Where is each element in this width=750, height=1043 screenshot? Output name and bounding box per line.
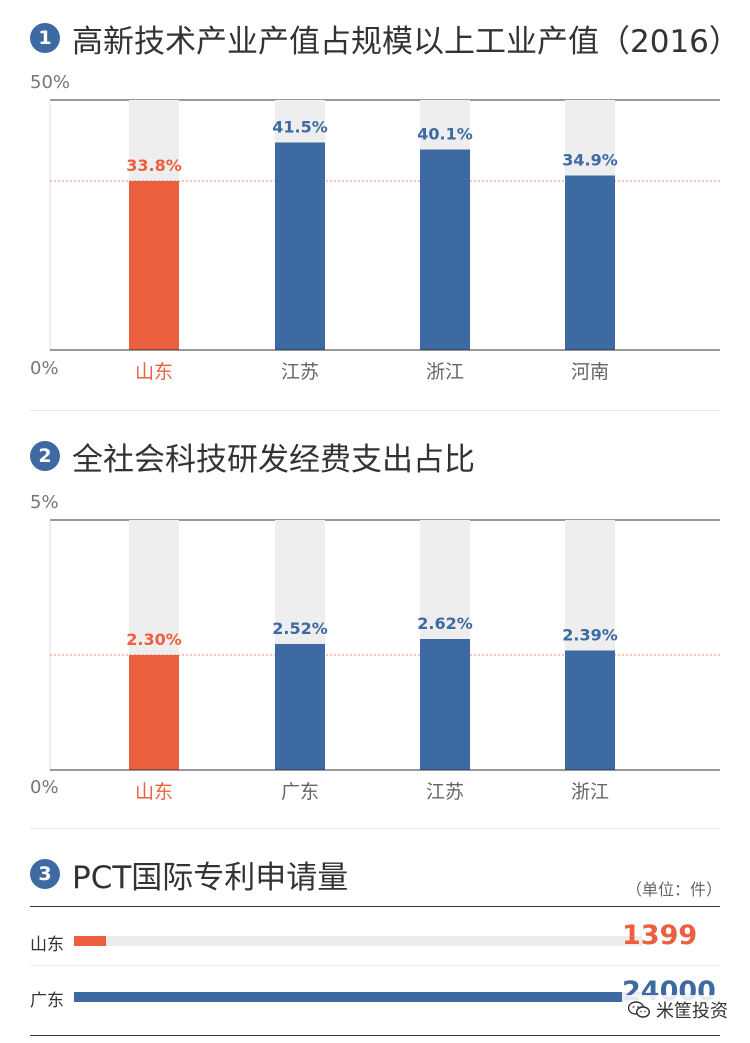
chart-1-header: 1 高新技术产业产值占规模以上工业产值（2016） xyxy=(30,18,740,60)
chart-3-unit-label: （单位：件） xyxy=(625,880,722,899)
chart-2-header: 2 全社会科技研发经费支出占比 xyxy=(30,436,475,478)
bar-value-label: 2.30% xyxy=(126,630,182,649)
chart-1-plot: 33.8% 山东 41.5% 江苏 40.1% 浙江 34.9% 河南 xyxy=(49,99,720,383)
bar-浙江 xyxy=(420,149,470,350)
bar-山东 xyxy=(129,181,179,350)
bar-江苏 xyxy=(420,639,470,770)
x-category-label: 浙江 xyxy=(571,781,609,803)
chart-1-y-max-label: 50% xyxy=(30,72,71,93)
bar-value-label: 2.39% xyxy=(562,626,618,645)
chart-section-2: 2 全社会科技研发经费支出占比 5% 0% 2.30% 山东 2.52% 广东 2.62… xyxy=(0,420,750,830)
x-category-label: 广东 xyxy=(281,781,319,803)
bar-value-label: 2.62% xyxy=(417,614,473,633)
section-number-badge: 1 xyxy=(30,23,60,53)
x-category-label: 河南 xyxy=(571,361,609,383)
chart-3-bottom-rule xyxy=(30,1035,720,1036)
x-category-label: 山东 xyxy=(135,781,173,803)
hbar-value-label: 1399 xyxy=(622,920,698,951)
bar-value-label: 41.5% xyxy=(272,118,328,137)
hbar-track xyxy=(74,992,642,1002)
wechat-icon xyxy=(628,1001,650,1018)
hbar-category-label: 山东 xyxy=(30,935,64,955)
chart-1-y-min-label: 0% xyxy=(30,358,59,379)
bar-value-label: 34.9% xyxy=(562,151,618,170)
x-category-label: 江苏 xyxy=(426,781,464,803)
chart-1-title: 高新技术产业产值占规模以上工业产值（2016） xyxy=(72,23,740,60)
brand-name: 米筐投资 xyxy=(656,1001,728,1022)
bar-河南 xyxy=(565,175,615,350)
hbar-category-label: 广东 xyxy=(30,991,64,1011)
section-number-badge: 3 xyxy=(30,859,60,889)
chart-section-1: 1 高新技术产业产值占规模以上工业产值（2016） 50% 0% 33.8% 山东… xyxy=(0,0,750,420)
chart-2-title: 全社会科技研发经费支出占比 xyxy=(72,441,475,478)
chart-2-y-min-label: 0% xyxy=(30,777,59,798)
chart-3-title: PCT国际专利申请量 xyxy=(72,859,349,896)
hbar-row: 广东 24000 xyxy=(30,976,720,1018)
bar-江苏 xyxy=(275,142,325,350)
bar-value-label: 33.8% xyxy=(126,156,182,175)
hbar-track xyxy=(74,936,642,946)
bar-浙江 xyxy=(565,650,615,770)
row-divider xyxy=(30,965,720,966)
x-category-label: 山东 xyxy=(135,361,173,383)
hbar-row: 山东 1399 xyxy=(30,920,720,962)
x-category-label: 浙江 xyxy=(426,361,464,383)
chart-3-top-rule xyxy=(30,906,720,907)
bar-山东 xyxy=(129,655,179,770)
section-divider xyxy=(30,828,720,829)
x-category-label: 江苏 xyxy=(281,361,319,383)
hbar-fill xyxy=(74,992,622,1002)
section-divider xyxy=(30,410,720,411)
bar-广东 xyxy=(275,644,325,770)
chart-2-plot: 2.30% 山东 2.52% 广东 2.62% 江苏 2.39% 浙江 xyxy=(49,519,720,803)
bar-value-label: 40.1% xyxy=(417,125,473,144)
bar-value-label: 2.52% xyxy=(272,619,328,638)
hbar-fill xyxy=(74,936,106,946)
chart-3-header: 3 PCT国际专利申请量 xyxy=(30,854,349,896)
brand-watermark: 米筐投资 xyxy=(624,995,732,1025)
chart-2-y-max-label: 5% xyxy=(30,492,59,513)
section-number-badge: 2 xyxy=(30,441,60,471)
